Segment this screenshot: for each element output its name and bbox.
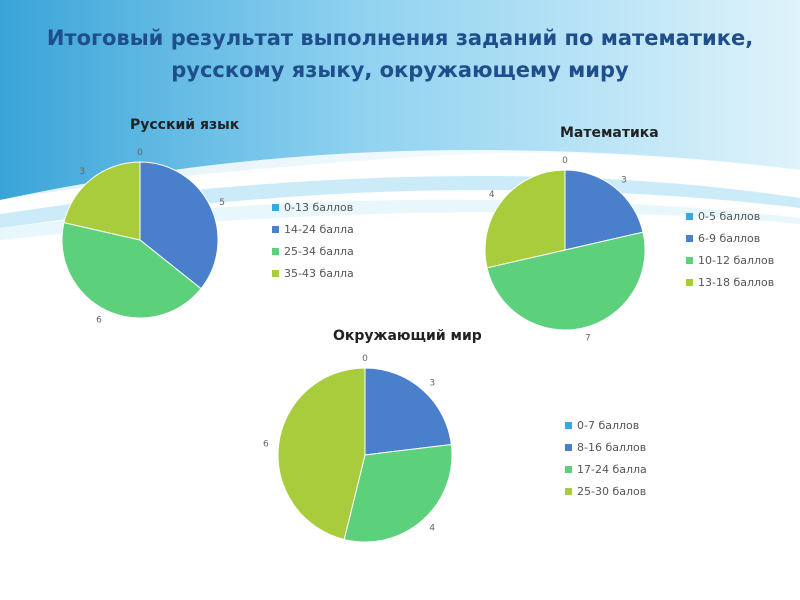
chart-math-title: Математика <box>560 125 659 141</box>
pie-chart-math: 0 3 7 4 <box>484 156 646 344</box>
legend-item: 0-13 баллов <box>272 196 354 218</box>
legend-item: 25-30 балов <box>565 480 647 502</box>
page-title-line-2: русскому языку, окружающему миру <box>171 58 629 82</box>
data-label: 3 <box>429 378 435 388</box>
pie-slice <box>484 169 566 269</box>
page-title-line-1: Итоговый результат выполнения заданий по… <box>46 26 754 50</box>
legend-item: 0-7 баллов <box>565 414 647 436</box>
data-label: 0 <box>562 156 568 166</box>
legend-item: 6-9 баллов <box>686 227 774 249</box>
data-label: 6 <box>96 315 102 325</box>
legend-item: 13-18 баллов <box>686 271 774 293</box>
legend-label: 14-24 балла <box>284 222 354 236</box>
pie-slice <box>343 443 453 543</box>
legend-label: 13-18 баллов <box>698 275 775 289</box>
legend-swatch <box>565 465 572 473</box>
legend-swatch <box>565 487 572 495</box>
data-label: 0 <box>362 354 368 364</box>
legend-world: 0-7 баллов 8-16 баллов 17-24 балла 25-30 ба… <box>565 414 647 502</box>
pie-slice <box>63 161 141 241</box>
legend-item: 14-24 балла <box>272 218 354 240</box>
pie-slice <box>564 169 644 251</box>
legend-math: 0-5 баллов 6-9 баллов 10-12 баллов 13-18 ба… <box>686 205 774 293</box>
legend-label: 0-13 баллов <box>284 200 354 214</box>
chart-russian-title: Русский язык <box>130 117 240 133</box>
legend-label: 6-9 баллов <box>698 231 761 245</box>
pie-slice <box>486 231 646 331</box>
legend-swatch <box>686 256 693 264</box>
data-label: 3 <box>621 176 627 186</box>
pie-slice <box>139 161 219 290</box>
legend-item: 17-24 балла <box>565 458 647 480</box>
data-label: 7 <box>585 334 591 344</box>
data-label: 4 <box>429 524 435 534</box>
legend-label: 10-12 баллов <box>698 253 775 267</box>
legend-swatch <box>272 203 279 211</box>
legend-item: 10-12 баллов <box>686 249 774 271</box>
data-label: 0 <box>137 148 143 158</box>
legend-swatch <box>686 278 693 286</box>
legend-swatch <box>686 212 693 220</box>
banner-sky <box>0 0 800 200</box>
pie-slice <box>277 367 366 541</box>
pie-slice <box>61 222 202 319</box>
chart-world-title: Окружающий мир <box>333 328 482 344</box>
legend-item: 0-5 баллов <box>686 205 774 227</box>
legend-label: 17-24 балла <box>577 462 647 476</box>
pie-slice <box>364 367 452 456</box>
legend-item: 8-16 баллов <box>565 436 647 458</box>
data-label: 5 <box>219 198 225 208</box>
legend-label: 0-7 баллов <box>577 418 640 432</box>
legend-swatch <box>272 225 279 233</box>
legend-label: 8-16 баллов <box>577 440 647 454</box>
page-title: Итоговый результат выполнения заданий по… <box>0 22 800 86</box>
legend-swatch <box>565 421 572 429</box>
legend-russian: 0-13 баллов 14-24 балла 25-34 балла 35-43 б… <box>272 196 354 284</box>
legend-swatch <box>565 443 572 451</box>
data-label: 6 <box>263 439 269 449</box>
legend-swatch <box>686 234 693 242</box>
legend-item: 25-34 балла <box>272 240 354 262</box>
data-label: 3 <box>79 167 85 177</box>
legend-item: 35-43 балла <box>272 262 354 284</box>
legend-swatch <box>272 269 279 277</box>
legend-label: 25-34 балла <box>284 244 354 258</box>
legend-label: 0-5 баллов <box>698 209 761 223</box>
data-label: 4 <box>489 190 495 200</box>
legend-label: 25-30 балов <box>577 484 647 498</box>
legend-swatch <box>272 247 279 255</box>
legend-label: 35-43 балла <box>284 266 354 280</box>
pie-chart-russian: 0 5 6 3 <box>61 148 225 325</box>
pie-chart-world: 0 3 4 6 <box>263 354 453 543</box>
